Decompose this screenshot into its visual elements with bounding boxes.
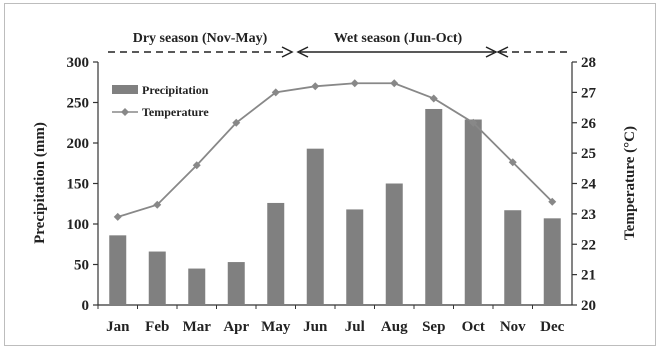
precipitation-bars <box>109 108 561 305</box>
precipitation-bar-mar <box>188 268 206 305</box>
left-tick-label: 50 <box>74 258 89 274</box>
precipitation-bar-jun <box>306 148 324 305</box>
right-tick-label: 25 <box>581 146 596 162</box>
temperature-point-jan <box>113 212 122 221</box>
wet-season-arrowhead-left <box>296 46 309 58</box>
x-tick-label-mar: Mar <box>183 319 212 335</box>
x-tick-label-jan: Jan <box>106 319 130 335</box>
right-tick-label: 20 <box>581 298 596 314</box>
legend-precipitation-swatch <box>112 85 138 94</box>
x-tick-label-sep: Sep <box>422 319 445 335</box>
left-tick-label: 150 <box>67 177 90 193</box>
right-axis-ticks: 20 21 22 23 24 25 26 27 28 <box>572 55 597 314</box>
legend-temperature-label: Temperature <box>142 105 209 119</box>
legend: Precipitation Temperature <box>112 83 209 119</box>
x-tick-label-jun: Jun <box>303 319 328 335</box>
left-tick-label: 0 <box>82 298 90 314</box>
wet-season-label: Wet season (Jun-Oct) <box>334 31 463 46</box>
x-tick-label-oct: Oct <box>462 319 485 335</box>
temperature-point-oct <box>469 118 478 127</box>
left-tick-label: 250 <box>67 96 90 112</box>
temperature-line <box>117 82 553 218</box>
precipitation-bar-sep <box>425 108 443 305</box>
legend-precipitation-label: Precipitation <box>142 83 209 97</box>
precipitation-bar-jan <box>109 235 127 305</box>
x-tick-label-jul: Jul <box>345 319 365 335</box>
dry-season-arrowhead <box>281 46 294 58</box>
x-tick-label-nov: Nov <box>500 319 526 335</box>
right-tick-label: 27 <box>581 85 597 101</box>
temperature-point-feb <box>153 200 162 209</box>
temperature-point-may <box>271 88 280 97</box>
temperature-point-jun <box>311 82 320 91</box>
x-tick-label-feb: Feb <box>145 319 169 335</box>
x-tick-label-dec: Dec <box>540 319 564 335</box>
x-tick-label-apr: Apr <box>223 319 249 335</box>
wet-season-arrowhead-right <box>485 46 498 58</box>
precipitation-bar-may <box>267 202 285 305</box>
season-arrows <box>108 46 570 58</box>
precipitation-bar-jul <box>346 209 364 305</box>
temperature-line-layer <box>113 79 557 221</box>
right-tick-label: 24 <box>581 177 597 193</box>
temperature-point-aug <box>390 79 399 88</box>
temperature-point-nov <box>508 158 517 167</box>
precipitation-bar-nov <box>504 210 522 305</box>
right-tick-label: 22 <box>581 237 596 253</box>
left-axis-title: Precipitation (mm) <box>32 122 48 244</box>
dry-season-label: Dry season (Nov-May) <box>133 31 268 46</box>
left-tick-label: 200 <box>67 136 90 152</box>
left-tick-label: 100 <box>67 217 90 233</box>
temperature-point-jul <box>350 79 359 88</box>
temperature-point-apr <box>232 118 241 127</box>
temperature-point-sep <box>429 94 438 103</box>
category-labels: Jan Feb Mar Apr May Jun Jul Aug Sep Oct Nov Dec <box>97 305 565 335</box>
left-tick-label: 300 <box>67 55 90 71</box>
precipitation-bar-feb <box>148 251 166 305</box>
right-tick-label: 23 <box>581 207 596 223</box>
x-tick-label-aug: Aug <box>381 319 408 335</box>
x-tick-label-may: May <box>261 319 291 335</box>
precipitation-bar-dec <box>543 218 561 305</box>
right-tick-label: 21 <box>581 268 596 284</box>
precipitation-bar-apr <box>227 262 245 305</box>
right-tick-label: 28 <box>581 55 596 71</box>
temperature-point-dec <box>548 197 557 206</box>
right-axis-title: Temperature (°C) <box>622 126 638 240</box>
legend-temperature-marker <box>121 108 129 116</box>
left-axis-ticks: 0 50 100 150 200 250 300 <box>67 55 98 314</box>
dry-season-arrowhead-right-part <box>496 46 509 58</box>
precipitation-bar-aug <box>385 183 403 305</box>
temperature-point-mar <box>192 161 201 170</box>
right-tick-label: 26 <box>581 116 597 132</box>
precipitation-bar-oct <box>464 119 482 305</box>
